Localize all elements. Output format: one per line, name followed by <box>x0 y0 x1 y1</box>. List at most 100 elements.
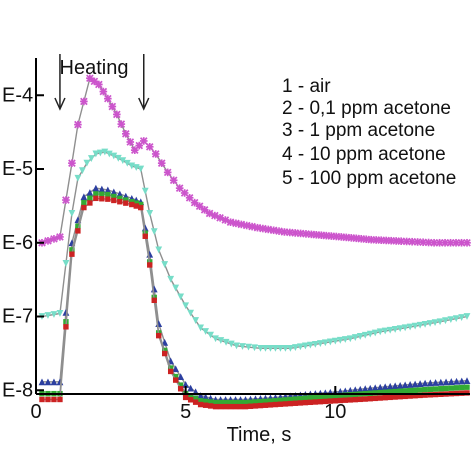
series-1-point-80 <box>452 238 460 247</box>
series-5-point-33 <box>212 403 219 410</box>
series-2-point-63 <box>351 334 359 341</box>
series-1-point-7 <box>74 120 82 129</box>
series-5-point-45 <box>272 401 279 408</box>
series-3-point-62 <box>356 385 364 393</box>
series-2-point-45 <box>262 344 269 352</box>
series-4-point-31 <box>202 398 209 405</box>
series-5-point-29 <box>192 399 199 405</box>
series-1-point-23 <box>151 150 160 158</box>
series-5-point-31 <box>202 402 209 408</box>
y-tick-label-2: E-7 <box>2 306 33 328</box>
series-4-point-54 <box>317 394 324 400</box>
series-2-point-83 <box>452 315 460 322</box>
series-5-point-73 <box>412 393 418 399</box>
series-4-point-15 <box>123 197 129 203</box>
series-5-point-10 <box>93 195 99 202</box>
series-2-point-44 <box>257 344 264 352</box>
series-5-point-12 <box>105 196 111 202</box>
series-5-point-25 <box>172 377 179 383</box>
series-4-point-55 <box>322 393 329 400</box>
series-5-point-42 <box>257 402 264 409</box>
series-5-point-39 <box>242 403 249 410</box>
series-3-point-83 <box>463 377 471 385</box>
series-3-point-70 <box>396 381 404 389</box>
series-2-point-2 <box>44 312 52 319</box>
series-3-point-1 <box>38 378 46 386</box>
series-3-point-72 <box>406 381 414 388</box>
series-2-point-68 <box>376 328 384 336</box>
series-3-point-61 <box>351 386 359 394</box>
series-5-point-69 <box>392 394 398 400</box>
series-4-point-58 <box>337 392 343 399</box>
series-2-point-74 <box>406 323 414 331</box>
series-2-point-35 <box>207 331 214 339</box>
series-5-point-1 <box>39 396 45 403</box>
series-2-point-78 <box>426 320 434 327</box>
series-5-point-70 <box>397 393 403 400</box>
series-4-point-17 <box>133 200 139 206</box>
series-2-point-53 <box>301 342 309 350</box>
series-2-point-59 <box>331 337 339 345</box>
series-1-point-30 <box>190 198 199 207</box>
series-5-point-68 <box>387 394 393 401</box>
series-5-point-44 <box>267 402 274 408</box>
series-1-point-38 <box>232 219 240 228</box>
series-2-point-56 <box>316 340 324 347</box>
series-4-point-37 <box>232 399 239 406</box>
series-4-point-33 <box>212 399 219 406</box>
series-4-point-8 <box>81 199 87 206</box>
series-1-point-8 <box>80 97 88 106</box>
series-1-point-32 <box>200 206 209 214</box>
series-2-point-51 <box>292 344 299 351</box>
series-5-point-6 <box>69 251 75 257</box>
series-5-point-3 <box>51 396 57 403</box>
series-3-point-28 <box>187 384 195 392</box>
series-5-point-30 <box>197 401 204 408</box>
series-4-point-30 <box>197 398 204 404</box>
series-5-point-38 <box>237 403 244 410</box>
series-2-point-41 <box>239 343 246 350</box>
series-4-point-7 <box>75 223 81 229</box>
series-2-point-80 <box>436 318 444 326</box>
series-1-point-12 <box>99 87 108 96</box>
series-5-point-56 <box>327 398 334 404</box>
series-2-point-49 <box>282 344 289 352</box>
series-5-point-37 <box>232 403 239 410</box>
series-1-point-31 <box>195 202 204 211</box>
series-2-point-17 <box>119 157 127 165</box>
series-1-point-37 <box>226 218 235 227</box>
x-tick-label-2: 5 <box>180 401 191 423</box>
series-2-point-64 <box>356 333 364 340</box>
series-4-point-74 <box>417 387 423 393</box>
series-2-point-16 <box>114 154 122 162</box>
series-5-point-50 <box>297 400 304 406</box>
series-5-point-26 <box>177 386 184 392</box>
legend-entry-2: 2 - 0,1 ppm acetone <box>282 98 451 119</box>
series-2-point-28 <box>172 284 180 292</box>
series-1-point-18 <box>126 138 135 146</box>
series-5-point-75 <box>422 392 428 398</box>
series-2-point-70 <box>386 326 394 334</box>
series-5-point-18 <box>138 204 144 211</box>
series-1-point-22 <box>145 143 154 151</box>
series-5-point-27 <box>182 394 189 401</box>
series-5-point-19 <box>142 233 148 239</box>
series-5-point-22 <box>156 332 162 339</box>
y-tick-label-3: E-6 <box>2 232 33 254</box>
series-1-point-10 <box>90 77 99 86</box>
series-4-point-83 <box>464 384 470 390</box>
series-2-point-11 <box>92 150 100 158</box>
series-4-point-78 <box>438 386 444 392</box>
series-5-point-24 <box>167 368 174 375</box>
series-2-point-46 <box>267 344 274 352</box>
series-4-point-42 <box>257 399 264 405</box>
series-3-point-30 <box>197 392 205 399</box>
series-3-point-65 <box>371 384 379 392</box>
series-2-point-72 <box>396 325 404 333</box>
series-5-point-72 <box>407 393 413 399</box>
series-4-point-13 <box>111 193 117 200</box>
series-1-point-5 <box>62 196 70 204</box>
series-5-point-59 <box>342 397 348 403</box>
